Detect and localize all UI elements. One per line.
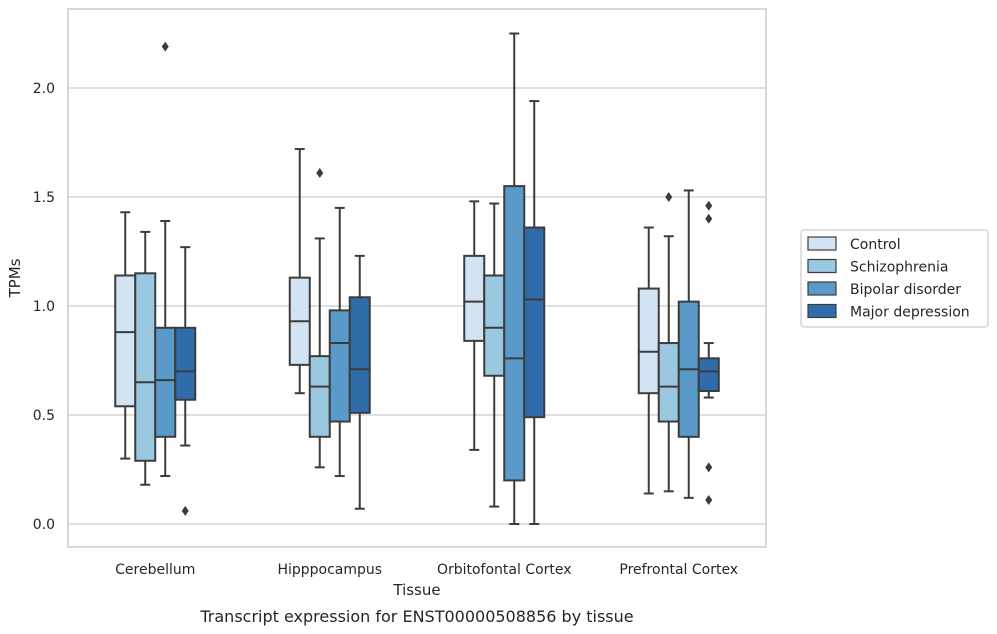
box-iqr — [523, 226, 546, 419]
legend-label: Control — [850, 237, 901, 253]
x-tick-label: Orbitofontal Cortex — [437, 562, 572, 578]
outlier-point — [181, 505, 189, 516]
box-iqr — [174, 326, 197, 401]
box-2-3 — [677, 189, 700, 499]
x-tick-labels: Cerebellum Hipppocampus Orbitofontal Corte… — [115, 562, 738, 578]
box-2-1 — [328, 206, 351, 478]
outlier-point — [705, 200, 713, 211]
box-0-2 — [463, 200, 486, 451]
box-1-2 — [483, 202, 506, 508]
box-iqr — [657, 342, 680, 423]
box-series — [114, 32, 720, 525]
box-iqr — [134, 272, 157, 462]
x-tick-label: Prefrontal Cortex — [619, 562, 738, 578]
legend-swatch — [807, 303, 837, 319]
chart-caption: Transcript expression for ENST0000050885… — [199, 607, 633, 626]
box-1-3 — [657, 192, 680, 493]
box-iqr — [328, 309, 351, 423]
box-iqr — [463, 254, 486, 342]
outlier-point — [705, 462, 713, 473]
legend-swatch — [807, 236, 837, 251]
outlier-point — [161, 41, 169, 52]
box-0-1 — [288, 148, 311, 395]
box-iqr — [348, 296, 371, 414]
x-tick-label: Hipppocampus — [277, 562, 382, 578]
legend: Control Schizophrenia Bipolar disorder Majo… — [800, 229, 989, 328]
box-3-1 — [348, 254, 371, 510]
box-2-2 — [503, 32, 526, 525]
x-axis-label: Tissue — [392, 581, 440, 599]
box-0-3 — [637, 226, 660, 495]
y-tick-labels: 0.0 0.5 1.0 1.5 2.0 — [33, 81, 55, 533]
y-tick-label: 2.0 — [33, 81, 55, 97]
y-tick-label: 1.5 — [33, 190, 55, 206]
box-3-2 — [523, 100, 546, 525]
box-2-0 — [154, 41, 177, 478]
outlier-point — [705, 495, 713, 506]
x-tick-label: Cerebellum — [115, 562, 195, 578]
y-tick-label: 0.5 — [33, 408, 55, 424]
plot-frame — [67, 8, 767, 548]
legend-label: Bipolar disorder — [850, 282, 961, 298]
legend-label: Major depression — [850, 305, 970, 321]
y-tick-label: 0.0 — [33, 517, 55, 533]
legend-label: Schizophrenia — [850, 260, 948, 276]
box-1-1 — [308, 168, 331, 469]
box-iqr — [637, 287, 660, 395]
box-0-0 — [114, 211, 137, 460]
box-iqr — [114, 274, 137, 408]
box-3-0 — [174, 246, 197, 516]
box-3-3 — [697, 200, 720, 506]
box-iqr — [503, 185, 526, 482]
y-tick-label: 1.0 — [33, 299, 55, 315]
legend-frame — [800, 229, 989, 328]
outlier-point — [316, 168, 324, 179]
box-iqr — [697, 357, 720, 393]
y-axis-label: TPMs — [6, 258, 24, 298]
box-iqr — [483, 274, 506, 377]
grid-lines — [68, 87, 766, 525]
legend-swatch — [807, 281, 837, 296]
outlier-point — [705, 213, 713, 224]
outlier-point — [665, 192, 673, 202]
box-1-0 — [134, 230, 157, 486]
box-iqr — [154, 326, 177, 438]
box-iqr — [308, 355, 331, 438]
legend-swatch — [807, 258, 837, 274]
